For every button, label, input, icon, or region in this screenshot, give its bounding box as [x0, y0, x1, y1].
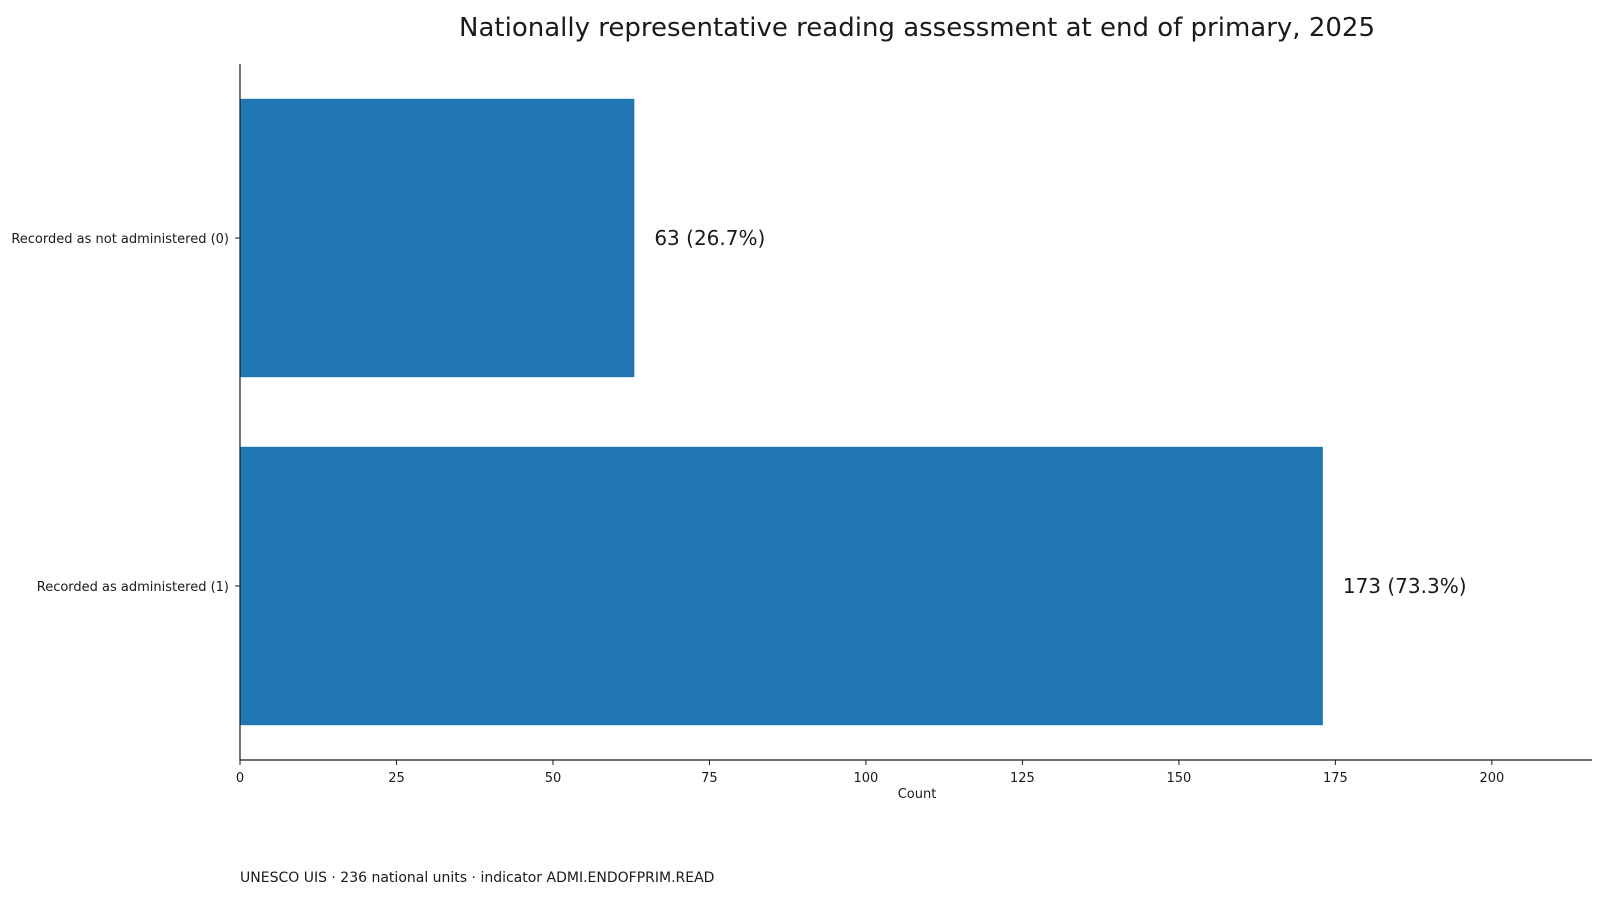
- bar-1: [240, 446, 1323, 726]
- x-tick-label-5: 125: [1010, 771, 1035, 786]
- x-tick-label-4: 100: [854, 771, 879, 786]
- bars-layer: 63 (26.7%) 173 (73.3%): [240, 98, 1467, 726]
- data-label-1: 173 (73.3%): [1343, 574, 1467, 598]
- data-label-0: 63 (26.7%): [654, 226, 765, 250]
- x-tick-label-0: 0: [236, 771, 244, 786]
- axes-layer: Recorded as not administered (0) Recorded…: [11, 64, 1592, 786]
- chart-title: Nationally representative reading assess…: [459, 13, 1375, 43]
- x-tick-label-7: 175: [1323, 771, 1348, 786]
- source-footnote: UNESCO UIS · 236 national units · indica…: [240, 870, 715, 886]
- category-label-0: Recorded as not administered (0): [11, 232, 229, 247]
- x-tick-label-2: 50: [545, 771, 562, 786]
- category-label-1: Recorded as administered (1): [37, 580, 229, 595]
- bar-0: [240, 98, 635, 378]
- x-tick-label-8: 200: [1479, 771, 1504, 786]
- x-tick-label-6: 150: [1166, 771, 1191, 786]
- x-tick-label-3: 75: [701, 771, 718, 786]
- x-axis-label: Count: [898, 787, 937, 802]
- x-tick-label-1: 25: [388, 771, 405, 786]
